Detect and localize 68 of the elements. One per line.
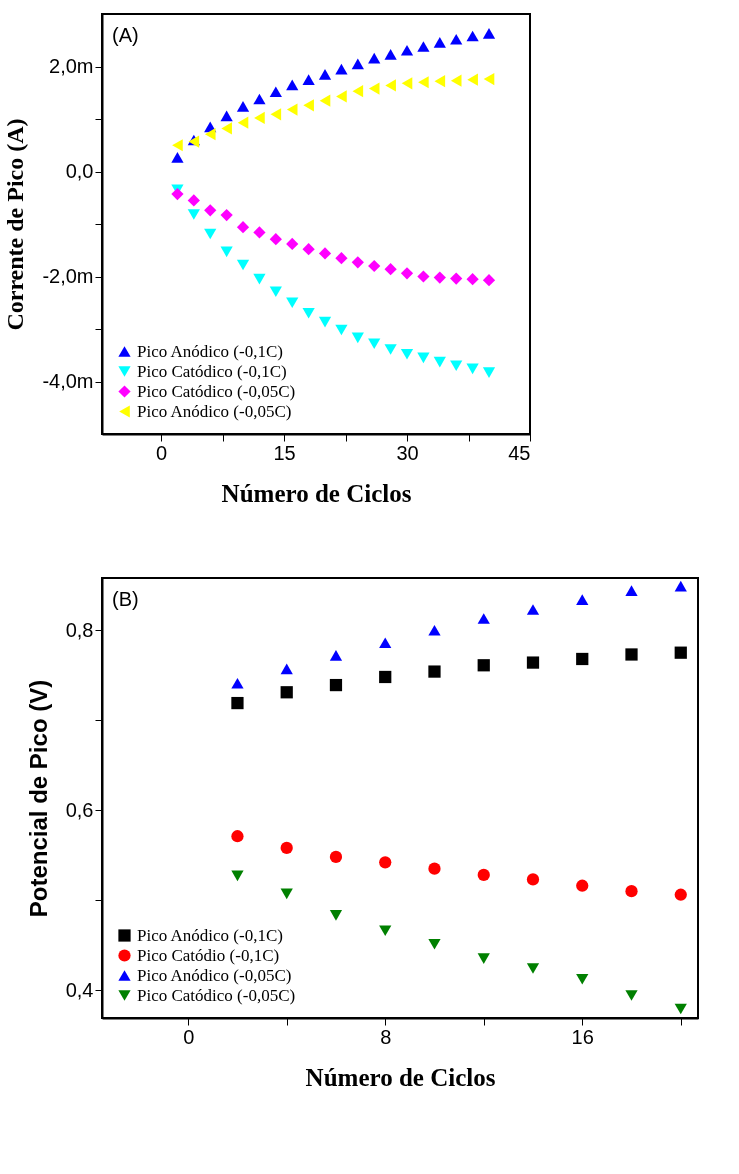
y-tick-label: 2,0m xyxy=(49,55,94,77)
legend-label: Pico Catódio (-0,1C) xyxy=(137,945,280,965)
point xyxy=(576,879,589,892)
x-tick-label: 45 xyxy=(508,441,531,464)
x-axis-title: Número de Ciclos xyxy=(221,479,412,507)
y-tick-label: 0,4 xyxy=(65,978,94,1001)
point xyxy=(329,910,343,921)
point xyxy=(526,873,540,886)
point xyxy=(526,604,540,615)
point xyxy=(674,646,687,659)
point xyxy=(428,624,441,636)
point xyxy=(428,665,441,678)
point xyxy=(674,580,687,592)
x-tick-label: 0 xyxy=(155,441,168,464)
point xyxy=(231,870,244,882)
point xyxy=(477,868,490,882)
y-tick-label: 0,6 xyxy=(65,798,94,821)
x-tick-label: 15 xyxy=(273,441,296,464)
y-tick-label: -2,0m xyxy=(42,265,94,287)
point xyxy=(231,696,244,710)
x-tick-label: 8 xyxy=(380,1025,392,1048)
point xyxy=(625,585,638,596)
point xyxy=(625,648,638,661)
point xyxy=(231,677,244,689)
point xyxy=(379,637,392,649)
point xyxy=(231,830,244,843)
point xyxy=(329,850,343,864)
point xyxy=(477,953,490,964)
y-tick-label: -4,0m xyxy=(42,370,94,392)
legend-label: Pico Catódico (-0,1C) xyxy=(137,361,287,381)
legend-label: Pico Catódico (-0,05C) xyxy=(137,381,296,401)
point xyxy=(625,990,638,1001)
point xyxy=(477,613,490,624)
point xyxy=(674,888,687,901)
legend-label: Pico Anódico (-0,1C) xyxy=(137,341,283,361)
point xyxy=(625,885,638,898)
x-axis-title: Número de Ciclos xyxy=(305,1063,496,1091)
y-axis-title: Potencial de Pico (V) xyxy=(24,679,52,918)
point xyxy=(428,938,441,950)
legend-label: Pico Anódico (-0,05C) xyxy=(137,401,292,421)
point xyxy=(329,678,343,692)
point xyxy=(576,594,589,605)
point xyxy=(379,856,392,869)
point xyxy=(428,862,441,875)
legend-label: Pico Anódico (-0,05C) xyxy=(137,965,292,985)
annotation: (B) xyxy=(112,588,139,610)
point xyxy=(526,963,540,974)
x-tick-label: 16 xyxy=(571,1025,594,1048)
point xyxy=(280,888,293,900)
y-tick-label: 0,0 xyxy=(65,160,94,182)
point xyxy=(576,652,589,666)
point xyxy=(280,686,293,699)
point xyxy=(280,663,293,675)
point xyxy=(477,659,490,672)
x-tick-label: 0 xyxy=(183,1025,195,1048)
point xyxy=(379,925,392,937)
point xyxy=(329,650,343,661)
y-tick-label: 0,8 xyxy=(65,618,94,641)
point xyxy=(526,656,540,669)
y-axis-title: Corrente de Pico (A) xyxy=(2,118,29,331)
legend-label: Pico Anódico (-0,1C) xyxy=(137,925,283,945)
point xyxy=(280,841,293,855)
legend-label: Pico Catódico (-0,05C) xyxy=(137,985,296,1005)
point xyxy=(379,670,392,684)
annotation: (A) xyxy=(112,24,139,46)
point xyxy=(576,974,589,985)
point xyxy=(674,1003,687,1015)
x-tick-label: 30 xyxy=(396,441,419,464)
